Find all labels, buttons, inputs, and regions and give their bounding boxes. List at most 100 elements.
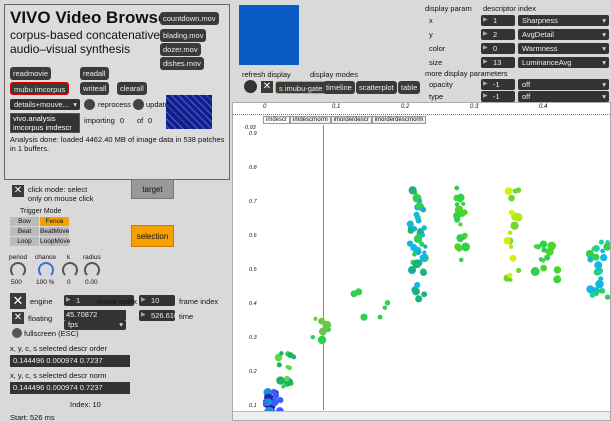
- scatter-point[interactable]: [504, 187, 513, 196]
- more-opacity-menu[interactable]: opacity: [425, 79, 477, 90]
- scatter-point[interactable]: [412, 287, 420, 296]
- scatter-point[interactable]: [553, 266, 562, 274]
- scatter-point[interactable]: [594, 261, 603, 270]
- scatter-point[interactable]: [604, 294, 610, 300]
- gate-button[interactable]: s imubu-gate: [275, 81, 327, 94]
- scatter-point[interactable]: [594, 291, 600, 296]
- dial-chance[interactable]: [38, 262, 54, 278]
- scatter-point[interactable]: [287, 352, 294, 359]
- scatter-point[interactable]: [421, 225, 427, 231]
- scatter-point[interactable]: [310, 334, 316, 340]
- scatter-point[interactable]: [412, 252, 417, 257]
- dial-radius[interactable]: [84, 262, 100, 278]
- trigger-beatmove[interactable]: BeatMove: [40, 227, 70, 236]
- scatter-point[interactable]: [598, 239, 604, 245]
- movie-button-countdown[interactable]: countdown.mov: [160, 12, 219, 25]
- scatter-point[interactable]: [459, 257, 464, 263]
- scatter-point[interactable]: [420, 269, 427, 277]
- trigger-loop[interactable]: Loop: [10, 237, 39, 246]
- scatter-point[interactable]: [417, 228, 423, 234]
- scatter-point[interactable]: [507, 230, 513, 235]
- writeall-button[interactable]: writeall: [80, 82, 110, 95]
- scatter-point[interactable]: [284, 375, 290, 382]
- scatter-point[interactable]: [589, 292, 596, 298]
- scatter-point[interactable]: [539, 240, 548, 248]
- scatter-point[interactable]: [277, 397, 284, 404]
- param-y-descriptor[interactable]: AvgDetail: [518, 29, 609, 40]
- scatter-point[interactable]: [271, 388, 277, 395]
- scatter-point[interactable]: [317, 335, 327, 345]
- dial-period[interactable]: [10, 262, 26, 278]
- scatter-point[interactable]: [421, 291, 428, 298]
- scatter-point[interactable]: [313, 316, 318, 321]
- scatter-point[interactable]: [456, 234, 465, 242]
- scatter-point[interactable]: [547, 241, 556, 251]
- scatter-point[interactable]: [600, 253, 608, 262]
- scatter-point[interactable]: [419, 241, 425, 247]
- timeline-button[interactable]: timeline: [323, 81, 355, 94]
- param-x-index[interactable]: 1: [481, 15, 515, 26]
- scatter-point[interactable]: [510, 221, 519, 230]
- more-opacity-value[interactable]: off: [518, 79, 609, 90]
- scatter-point[interactable]: [508, 277, 513, 282]
- scatter-point[interactable]: [461, 242, 470, 252]
- scatter-point[interactable]: [508, 194, 515, 202]
- scatter-point[interactable]: [458, 222, 463, 227]
- floating-checkbox[interactable]: ✕: [12, 312, 24, 324]
- param-size-descriptor[interactable]: LuminanceAvg: [518, 57, 609, 68]
- param-x-menu[interactable]: x: [425, 15, 477, 26]
- scatter-point[interactable]: [592, 244, 600, 252]
- scatter-point[interactable]: [600, 248, 605, 254]
- scatter-point[interactable]: [461, 201, 466, 206]
- engine-number[interactable]: 1: [64, 295, 134, 306]
- scatter-point[interactable]: [603, 242, 611, 251]
- param-size-index[interactable]: 13: [481, 57, 515, 68]
- scatter-point[interactable]: [270, 398, 279, 407]
- scatter-point[interactable]: [384, 300, 391, 306]
- scatter-point[interactable]: [454, 243, 462, 251]
- time-number[interactable]: 526.610: [139, 310, 178, 321]
- param-y-index[interactable]: 2: [481, 29, 515, 40]
- param-color-menu[interactable]: color: [425, 43, 477, 54]
- details-list[interactable]: vivo.analysis imcorpus imdescr: [10, 113, 80, 133]
- scatter-point[interactable]: [585, 249, 594, 258]
- scatter-point[interactable]: [598, 288, 604, 294]
- dial-k[interactable]: [62, 262, 78, 278]
- scatter-point[interactable]: [507, 272, 513, 278]
- tab-imdescrnorm[interactable]: imdescrnorm: [290, 116, 331, 124]
- scatter-point[interactable]: [454, 205, 464, 215]
- readmovie-button[interactable]: readmovie: [10, 67, 52, 80]
- scatter-point[interactable]: [415, 295, 423, 303]
- scatter-point[interactable]: [408, 186, 417, 195]
- movie-button-dozer[interactable]: dozer.mov: [160, 43, 201, 56]
- more-type-index[interactable]: -1: [481, 91, 515, 102]
- scatter-point[interactable]: [382, 305, 388, 310]
- trigger-loopmove[interactable]: LoopMove: [40, 237, 71, 246]
- target-button[interactable]: target: [131, 179, 174, 199]
- fullscreen-toggle[interactable]: [12, 328, 22, 338]
- scatter-point[interactable]: [264, 398, 273, 406]
- param-y-menu[interactable]: y: [425, 29, 477, 40]
- scatter-point[interactable]: [412, 259, 422, 269]
- scatter-point[interactable]: [586, 285, 595, 294]
- scatter-point[interactable]: [544, 254, 551, 261]
- scatter-point[interactable]: [355, 288, 363, 296]
- click-mode-checkbox[interactable]: ✕: [12, 185, 24, 197]
- scatter-point[interactable]: [279, 351, 284, 356]
- scatter-point[interactable]: [322, 320, 332, 330]
- scatter-point[interactable]: [274, 353, 283, 362]
- scatter-point[interactable]: [377, 314, 383, 320]
- details-item-imcorpus[interactable]: imcorpus imdescr: [11, 123, 79, 132]
- scatter-point[interactable]: [417, 198, 423, 204]
- tab-imorderdescr[interactable]: imorderdescr: [330, 116, 372, 124]
- movie-button-dishes[interactable]: dishes.mov: [160, 57, 204, 70]
- gate-checkbox[interactable]: ✕: [261, 81, 273, 93]
- scatter-point[interactable]: [595, 279, 604, 289]
- scatter-point[interactable]: [461, 209, 468, 216]
- scatter-point[interactable]: [503, 236, 512, 245]
- scatter-point[interactable]: [415, 217, 422, 224]
- tab-imorderdescrnorm[interactable]: imorderdescrnorm: [371, 116, 427, 124]
- scatter-point[interactable]: [454, 185, 460, 191]
- scatter-point[interactable]: [554, 275, 561, 282]
- selection-button[interactable]: selection: [131, 225, 174, 247]
